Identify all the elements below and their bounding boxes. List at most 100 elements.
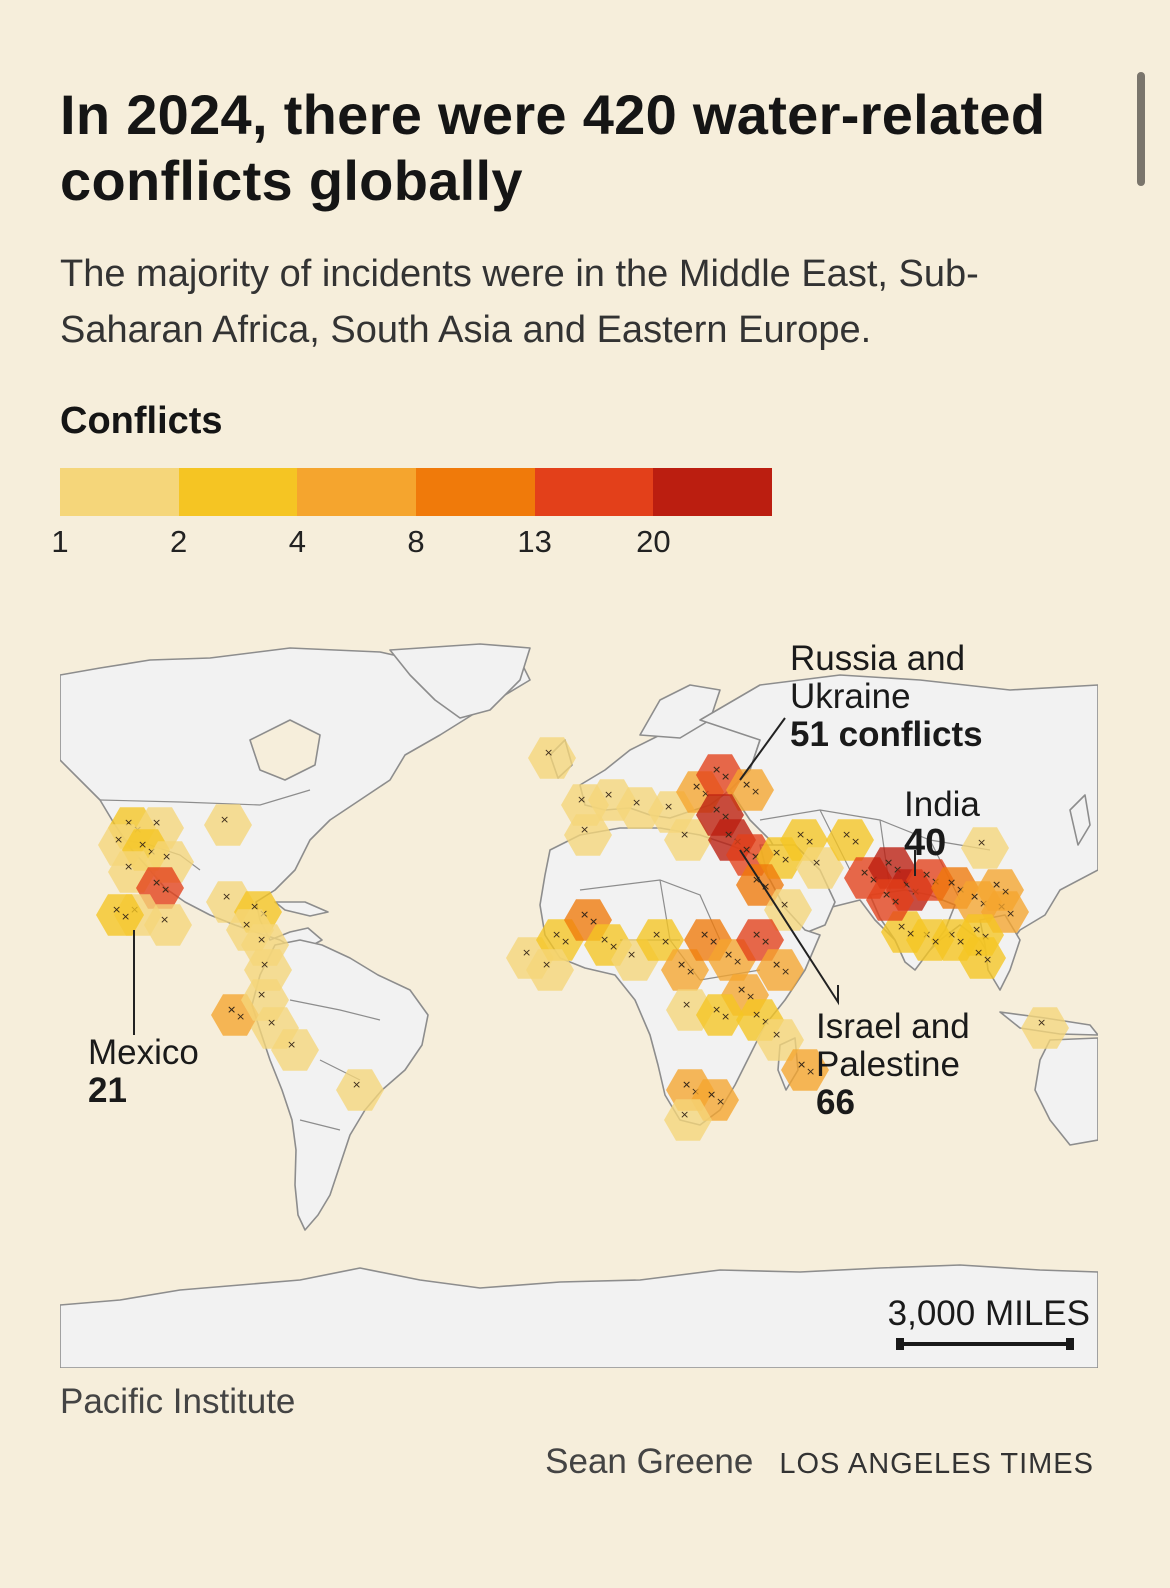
conflict-hex-cell	[796, 847, 844, 889]
incident-marker: ×	[721, 810, 730, 823]
incident-marker: ×	[992, 878, 1001, 891]
incident-marker: ×	[677, 958, 686, 971]
incident-marker: ×	[161, 883, 170, 896]
incident-marker: ×	[580, 908, 589, 921]
incident-marker: ×	[897, 920, 906, 933]
incident-marker: ×	[721, 1010, 730, 1023]
incident-marker: ×	[589, 915, 598, 928]
incident-marker: ×	[709, 935, 718, 948]
incident-marker: ×	[931, 935, 940, 948]
conflict-hex-cell	[764, 889, 812, 931]
annotation-india: India 40	[904, 786, 980, 864]
incident-marker: ×	[956, 935, 965, 948]
annotation-russia-name-line2: Ukraine	[790, 677, 911, 716]
incident-marker: ×	[124, 816, 133, 829]
annotation-india-value: 40	[904, 822, 947, 864]
legend-color-bar	[60, 468, 773, 516]
incident-marker: ×	[893, 863, 902, 876]
us-canada-border	[99, 789, 311, 806]
incident-marker: ×	[114, 833, 123, 846]
incident-marker: ×	[724, 828, 733, 841]
incident-marker: ×	[1006, 907, 1015, 920]
incident-marker: ×	[761, 935, 770, 948]
incident-marker: ×	[604, 788, 613, 801]
legend-tick-label: 13	[517, 524, 552, 559]
incident-marker: ×	[138, 838, 147, 851]
conflict-hex-cell	[976, 869, 1024, 911]
incident-marker: ×	[742, 778, 751, 791]
incident-marker: ×	[250, 900, 259, 913]
incident-marker: ×	[691, 1085, 700, 1098]
antarctica-landmass	[60, 1264, 1098, 1368]
scrollbar[interactable]	[1137, 72, 1145, 186]
incident-marker: ×	[652, 928, 661, 941]
incident-marker: ×	[692, 780, 701, 793]
incident-marker: ×	[797, 1058, 806, 1071]
incident-marker: ×	[682, 998, 691, 1011]
annotation-israel-name-line2: Palestine	[816, 1045, 960, 1084]
conflict-hex-cell	[958, 937, 1006, 979]
incident-marker: ×	[970, 890, 979, 903]
greenland-landmass	[389, 643, 531, 719]
hudson-bay	[249, 719, 321, 781]
incident-marker: ×	[882, 888, 891, 901]
conflict-hex-cell	[736, 864, 784, 906]
incident-marker: ×	[712, 763, 721, 776]
incident-marker: ×	[220, 813, 229, 826]
incident-marker: ×	[700, 928, 709, 941]
chart-subtitle: The majority of incidents were in the Mi…	[60, 253, 979, 351]
incident-marker: ×	[781, 965, 790, 978]
incident-marker: ×	[609, 940, 618, 953]
incident-marker: ×	[227, 1003, 236, 1016]
incident-marker: ×	[682, 1078, 691, 1091]
incident-marker: ×	[781, 853, 790, 866]
japan-landmass	[1069, 794, 1091, 846]
incident-marker: ×	[712, 763, 721, 776]
annotation-leader-line	[739, 849, 839, 1006]
incident-marker: ×	[947, 876, 956, 889]
incident-marker: ×	[680, 1108, 689, 1121]
incident-marker: ×	[352, 1078, 361, 1091]
legend-ticks: 1 2 4 8 13 20	[51, 524, 820, 564]
legend-tick-label: 20	[636, 524, 671, 559]
legend-tick-label: 2	[170, 524, 188, 559]
incident-marker: ×	[1037, 1016, 1046, 1029]
incident-marker: ×	[842, 828, 851, 841]
incident-marker: ×	[979, 897, 988, 910]
incident-marker: ×	[544, 746, 553, 759]
annotation-mexico-name: Mexico	[88, 1033, 199, 1072]
incident-marker: ×	[721, 810, 730, 823]
incident-marker: ×	[882, 888, 891, 901]
conflict-hex-cell	[96, 894, 144, 936]
incident-marker: ×	[257, 933, 266, 946]
conflict-hex-cell	[271, 1029, 319, 1071]
incident-marker: ×	[222, 890, 231, 903]
conflict-hex-cell	[961, 827, 1009, 869]
incident-marker: ×	[891, 895, 900, 908]
conflict-hex-cell	[826, 819, 874, 861]
scandinavia-landmass	[639, 684, 721, 739]
incident-marker: ×	[972, 923, 981, 936]
incident-marker: ×	[751, 850, 760, 863]
credit-author: Sean Greene	[545, 1442, 754, 1481]
incident-marker: ×	[677, 958, 686, 971]
incident-marker: ×	[552, 928, 561, 941]
incident-marker: ×	[797, 1058, 806, 1071]
incident-marker: ×	[752, 873, 761, 886]
conflict-hex-cell	[528, 737, 576, 779]
incident-marker: ×	[891, 895, 900, 908]
incident-marker: ×	[742, 843, 751, 856]
incident-marker: ×	[561, 935, 570, 948]
conflict-hex-cell	[664, 1099, 712, 1141]
source-text: Pacific Institute	[60, 1382, 296, 1421]
incident-marker: ×	[724, 948, 733, 961]
incident-marker: ×	[721, 770, 730, 783]
incident-marker: ×	[751, 785, 760, 798]
australia-landmass	[1034, 1037, 1098, 1146]
annotation-russia-value: 51 conflicts	[790, 715, 983, 754]
conflict-hex-cell	[526, 949, 574, 991]
incident-marker: ×	[947, 876, 956, 889]
incident-marker: ×	[893, 863, 902, 876]
incident-marker: ×	[902, 878, 911, 891]
incident-marker: ×	[737, 983, 746, 996]
